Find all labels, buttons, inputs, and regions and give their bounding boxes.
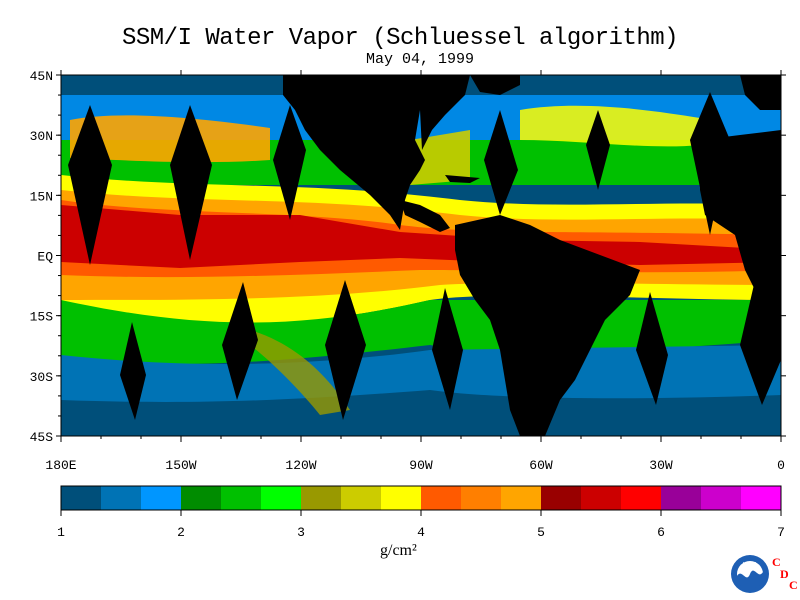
lon-label: 0 — [777, 458, 785, 473]
noaa-text: NOAA — [743, 562, 758, 568]
map-field — [61, 75, 781, 436]
lat-label: 30N — [30, 129, 53, 144]
colorbar-units: g/cm² — [380, 542, 417, 559]
lon-label: 60W — [529, 458, 553, 473]
colorbar-swatch — [261, 486, 302, 510]
colorbar-tick-label: 7 — [777, 525, 785, 540]
lat-label: EQ — [37, 250, 53, 265]
map-title: SSM/I Water Vapor (Schluessel algorithm) — [121, 25, 679, 52]
lat-label: 45N — [30, 69, 53, 84]
colorbar-swatch — [461, 486, 502, 510]
colorbar-swatch — [381, 486, 422, 510]
lon-label: 120W — [285, 458, 316, 473]
colorbar-tick-label: 3 — [297, 525, 305, 540]
south-america-landmass — [455, 215, 640, 436]
colorbar-swatch — [661, 486, 702, 510]
lat-label: 15N — [30, 189, 53, 204]
colorbar-ticks: 1 2 3 4 5 6 7 — [57, 510, 785, 540]
lon-label: 90W — [409, 458, 433, 473]
colorbar — [60, 485, 782, 511]
colorbar-swatch — [541, 486, 582, 510]
cdc-letter-c2: C — [789, 578, 798, 592]
colorbar-tick-label: 6 — [657, 525, 665, 540]
cdc-letter-c1: C — [772, 555, 781, 569]
colorbar-swatch — [501, 486, 542, 510]
lon-label: 150W — [165, 458, 196, 473]
colorbar-swatch — [181, 486, 222, 510]
colorbar-swatch — [61, 486, 102, 510]
colorbar-tick-label: 5 — [537, 525, 545, 540]
lon-label: 180E — [45, 458, 76, 473]
colorbar-tick-label: 4 — [417, 525, 425, 540]
colorbar-swatch — [421, 486, 462, 510]
north-america-landmass — [283, 75, 425, 230]
longitude-axis: 180E 150W 120W 90W 60W 30W 0 — [45, 70, 785, 473]
latitude-axis: 45N 30N 15N EQ 15S 30S 45S — [30, 69, 786, 445]
lat-label: 45S — [30, 430, 54, 445]
lat-label: 30S — [30, 370, 54, 385]
colorbar-swatch — [341, 486, 382, 510]
colorbar-swatch — [741, 486, 782, 510]
lon-label: 30W — [649, 458, 673, 473]
colorbar-tick-label: 1 — [57, 525, 65, 540]
colorbar-swatch — [581, 486, 622, 510]
colorbar-swatch — [621, 486, 662, 510]
noaa-cdc-logo: NOAA C D C — [731, 555, 798, 593]
cdc-letter-d: D — [780, 567, 789, 581]
colorbar-swatch — [221, 486, 262, 510]
colorbar-tick-label: 2 — [177, 525, 185, 540]
colorbar-swatch — [101, 486, 142, 510]
colorbar-swatch — [701, 486, 742, 510]
map-date: May 04, 1999 — [365, 51, 475, 68]
colorbar-swatch — [301, 486, 342, 510]
lat-label: 15S — [30, 310, 54, 325]
colorbar-swatch — [141, 486, 182, 510]
